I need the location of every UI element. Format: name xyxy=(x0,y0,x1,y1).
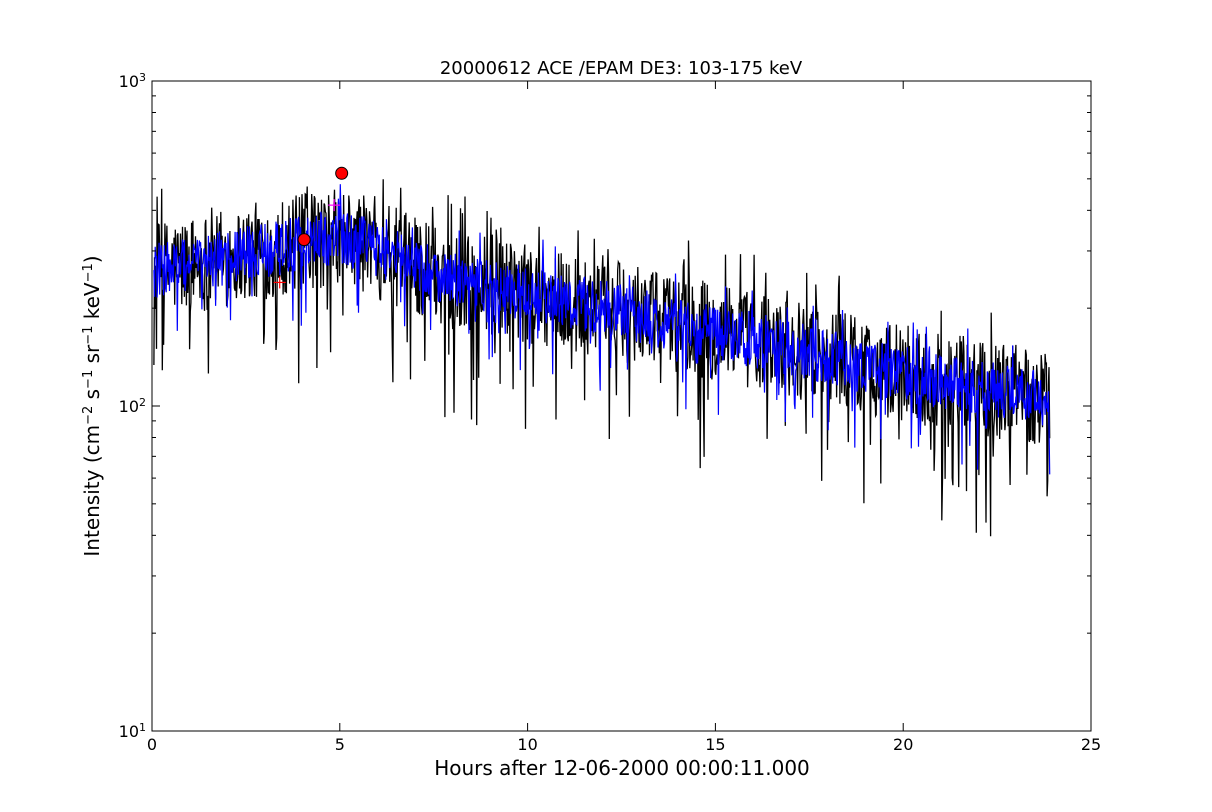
data-point-marker xyxy=(335,166,349,180)
chart-title: 20000612 ACE /EPAM DE3: 103-175 keV xyxy=(440,58,803,79)
y-axis-label: Intensity (cm−2 s−1 sr−1 keV−1) xyxy=(80,255,104,556)
marker-layer xyxy=(273,166,349,289)
x-axis-label: Hours after 12-06-2000 00:00:11.000 xyxy=(434,756,810,780)
x-tick-label: 20 xyxy=(893,735,913,754)
x-tick-label: 10 xyxy=(517,735,537,754)
x-tick-label: 5 xyxy=(335,735,345,754)
x-tick-label: 0 xyxy=(147,735,157,754)
tick-layer xyxy=(151,80,1092,732)
plus-marker xyxy=(328,199,341,212)
y-tick-label: 102 xyxy=(119,396,146,417)
x-tick-labels: 0 5 10 15 20 25 xyxy=(147,735,1101,754)
y-tick-label: 103 xyxy=(119,71,146,92)
x-tick-label: 15 xyxy=(705,735,725,754)
y-tick-label: 101 xyxy=(119,721,146,742)
data-series-line xyxy=(153,179,1051,537)
y-tick-labels: 101 102 103 xyxy=(119,71,146,742)
plus-marker xyxy=(273,276,286,289)
x-tick-label: 25 xyxy=(1081,735,1101,754)
data-point-marker xyxy=(297,233,311,247)
